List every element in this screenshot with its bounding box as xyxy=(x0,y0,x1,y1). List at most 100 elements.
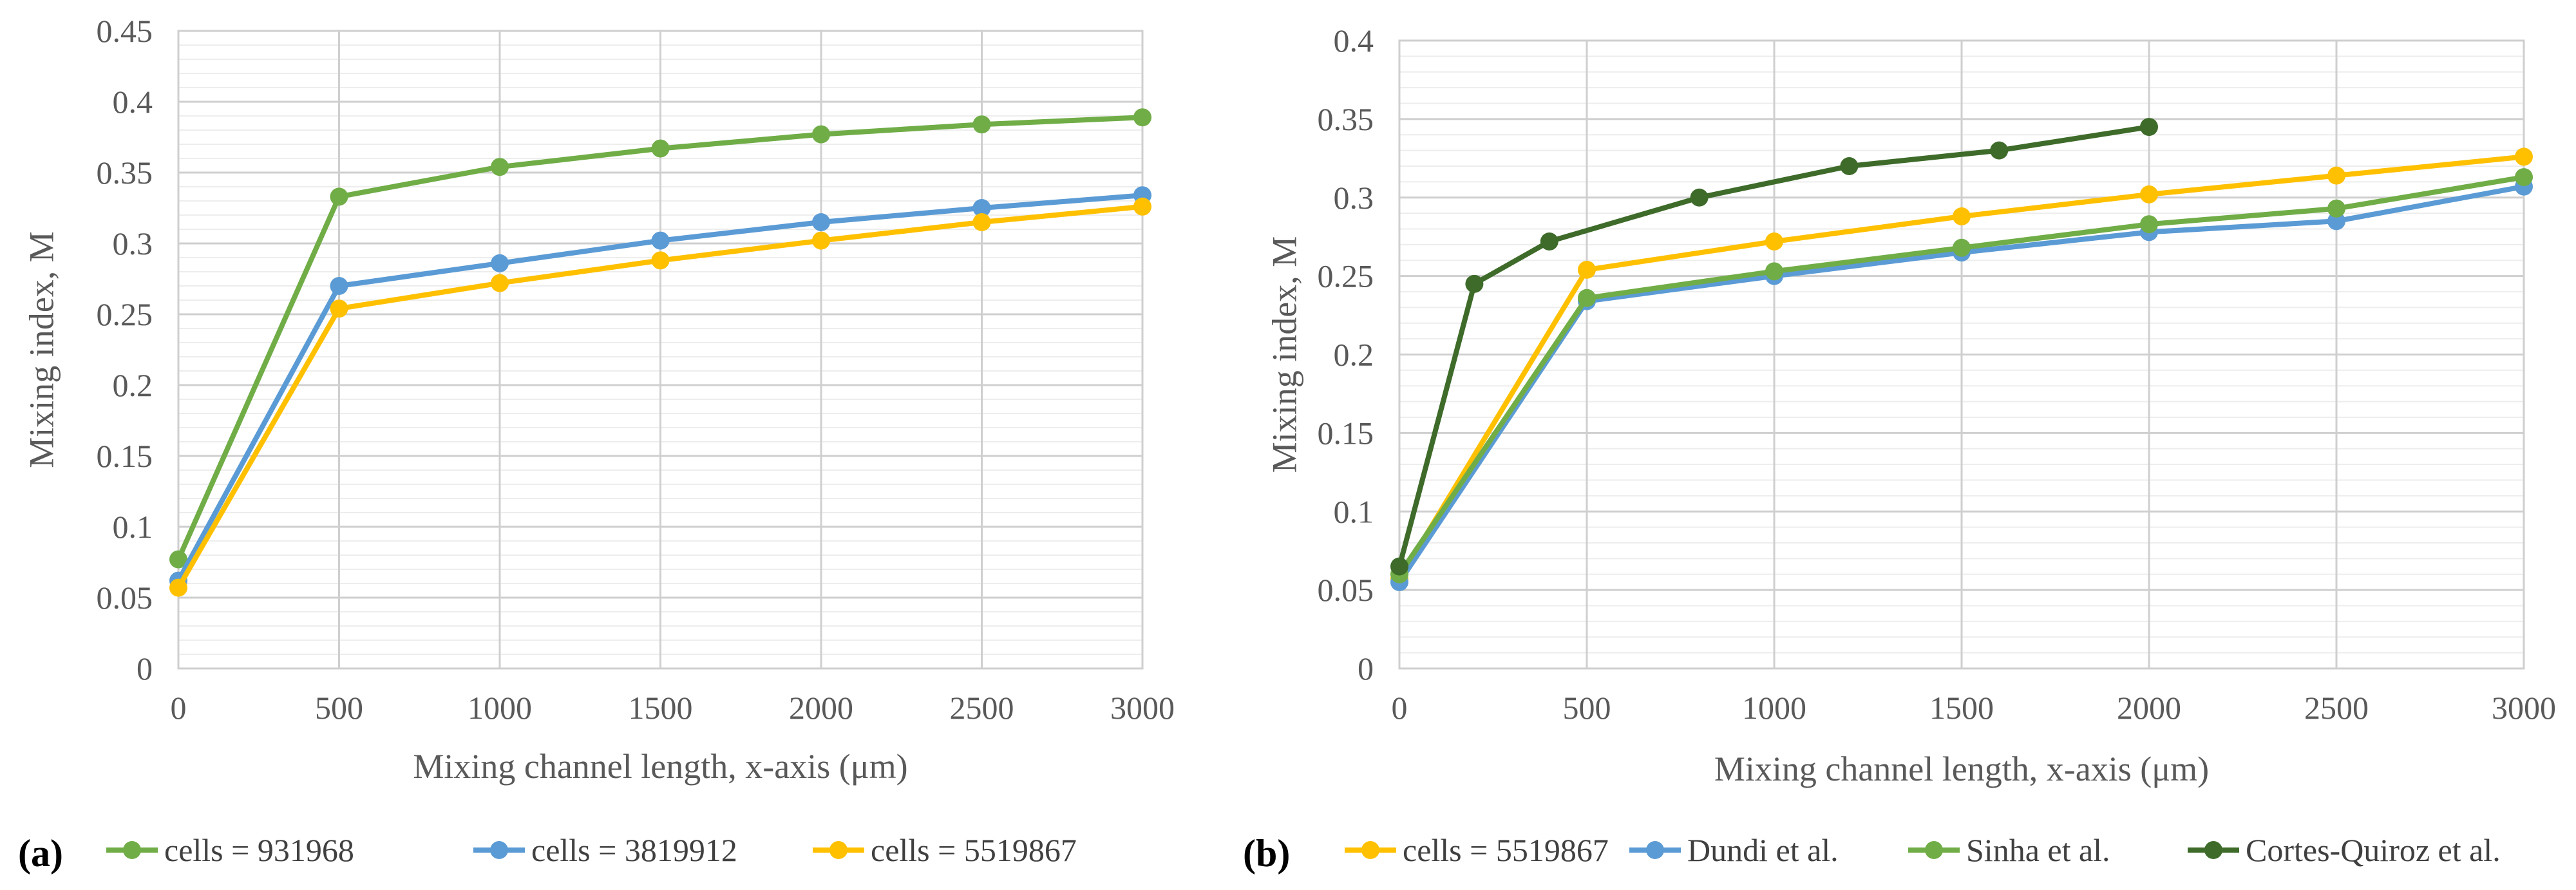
y-tick-label: 0.2 xyxy=(113,367,153,403)
data-point xyxy=(2140,118,2158,137)
x-tick-label: 3000 xyxy=(1110,690,1175,726)
major-gridlines xyxy=(177,30,1144,670)
legend-swatch-marker xyxy=(829,841,848,859)
x-tick-label: 0 xyxy=(171,690,187,726)
legend-item-cortes-quiroz-et-al: Cortes-Quiroz et al. xyxy=(2188,832,2501,868)
legend-item-cells-5519867: cells = 5519867 xyxy=(1345,832,1609,868)
y-tick-label: 0 xyxy=(1358,650,1374,686)
y-tick-label: 0.35 xyxy=(97,155,153,191)
data-point xyxy=(2327,199,2345,218)
legend-label: cells = 5519867 xyxy=(1403,832,1609,868)
legend-label: cells = 931968 xyxy=(164,832,354,868)
data-point xyxy=(1990,141,2009,160)
x-tick-label: 0 xyxy=(1392,690,1408,726)
legend-item-dundi-et-al: Dundi et al. xyxy=(1629,832,1839,868)
data-point xyxy=(330,299,348,318)
plot-area-border xyxy=(177,30,1144,670)
legend-label: cells = 3819912 xyxy=(531,832,737,868)
data-point xyxy=(972,213,991,231)
y-axis-ticks: 0 0.05 0.1 0.15 0.2 0.25 0.3 0.35 0.4 xyxy=(1318,23,1374,686)
x-tick-label: 500 xyxy=(315,690,363,726)
series-cells-931968 xyxy=(169,108,1151,569)
data-point xyxy=(330,277,348,295)
data-point xyxy=(330,187,348,206)
chart-panel-b: 0 0.05 0.1 0.15 0.2 0.25 0.3 0.35 0.4 0 500 1000 15… xyxy=(1243,23,2556,875)
data-point xyxy=(491,274,509,292)
panel-label: (a) xyxy=(18,832,63,875)
x-tick-label: 3000 xyxy=(2492,690,2556,726)
x-tick-label: 2000 xyxy=(789,690,853,726)
data-point xyxy=(812,213,830,231)
legend-item-cells-5519867: cells = 5519867 xyxy=(813,832,1077,868)
y-tick-label: 0.3 xyxy=(113,225,153,261)
data-point xyxy=(1578,260,1596,279)
legend-item-cells-931968: cells = 931968 xyxy=(106,832,354,868)
x-tick-label: 500 xyxy=(1563,690,1611,726)
x-tick-label: 2000 xyxy=(2117,690,2181,726)
x-axis-ticks: 0 500 1000 1500 2000 2500 3000 xyxy=(171,690,1175,726)
plot-area-border xyxy=(1398,39,2525,670)
legend-swatch-marker xyxy=(490,841,508,859)
data-point xyxy=(972,115,991,134)
x-tick-label: 1000 xyxy=(468,690,532,726)
data-point xyxy=(2327,166,2345,185)
series-cells-5519867 xyxy=(169,197,1151,597)
data-point xyxy=(1840,157,1859,175)
data-point xyxy=(1953,238,1971,257)
x-tick-label: 2500 xyxy=(950,690,1014,726)
legend-swatch-marker xyxy=(123,841,141,859)
legend-swatch-marker xyxy=(1646,841,1664,859)
data-point xyxy=(2515,147,2533,166)
legend-item-cells-3819912: cells = 3819912 xyxy=(473,832,737,868)
y-axis-title: Mixing index, M xyxy=(22,231,61,468)
y-tick-label: 0.45 xyxy=(97,13,153,49)
chart-panel-a: 0 0.05 0.1 0.15 0.2 0.25 0.3 0.35 0.4 0.45 0 500 10… xyxy=(18,13,1175,875)
legend-item-sinha-et-al: Sinha et al. xyxy=(1908,832,2110,868)
data-point xyxy=(812,125,830,144)
y-tick-label: 0.1 xyxy=(1334,493,1374,529)
data-point xyxy=(2140,215,2158,234)
y-tick-label: 0.05 xyxy=(97,580,153,616)
x-tick-label: 1500 xyxy=(629,690,693,726)
legend-swatch-marker xyxy=(1925,841,1943,859)
legend-label: Dundi et al. xyxy=(1687,832,1839,868)
legend-label: Sinha et al. xyxy=(1966,832,2110,868)
data-point xyxy=(2515,168,2533,187)
y-tick-label: 0.2 xyxy=(1334,337,1374,373)
series-cortes-quiroz-et-al xyxy=(1390,118,2158,576)
legend: cells = 5519867 Dundi et al. Sinha et al. C… xyxy=(1345,832,2501,868)
y-tick-label: 0 xyxy=(137,650,153,686)
data-point xyxy=(972,199,991,217)
x-axis-title: Mixing channel length, x-axis (μm) xyxy=(1714,750,2209,788)
data-point xyxy=(651,251,670,270)
legend-label: cells = 5519867 xyxy=(871,832,1077,868)
data-point xyxy=(2327,212,2345,231)
data-point xyxy=(1540,232,1558,251)
data-point xyxy=(2140,185,2158,204)
y-tick-label: 0.25 xyxy=(1318,258,1374,294)
legend-label: Cortes-Quiroz et al. xyxy=(2246,832,2501,868)
y-axis-ticks: 0 0.05 0.1 0.15 0.2 0.25 0.3 0.35 0.4 0.45 xyxy=(97,13,153,686)
y-axis-title: Mixing index, M xyxy=(1265,236,1303,473)
y-tick-label: 0.35 xyxy=(1318,101,1374,137)
data-point xyxy=(1578,289,1596,307)
data-point xyxy=(1390,557,1408,576)
x-tick-label: 2500 xyxy=(2304,690,2369,726)
data-point xyxy=(491,254,509,272)
data-point xyxy=(1133,197,1151,216)
y-tick-label: 0.4 xyxy=(113,84,153,120)
data-point xyxy=(1133,108,1151,127)
data-point xyxy=(169,550,187,569)
x-tick-label: 1000 xyxy=(1742,690,1806,726)
legend-swatch-marker xyxy=(1361,841,1379,859)
data-point xyxy=(1765,232,1783,251)
data-point xyxy=(491,158,509,176)
series-layer xyxy=(169,108,1151,597)
data-point xyxy=(1765,262,1783,281)
data-point xyxy=(651,139,670,158)
y-tick-label: 0.3 xyxy=(1334,180,1374,216)
data-point xyxy=(169,578,187,597)
data-point xyxy=(812,231,830,250)
legend: cells = 931968 cells = 3819912 cells = 551… xyxy=(106,832,1077,868)
